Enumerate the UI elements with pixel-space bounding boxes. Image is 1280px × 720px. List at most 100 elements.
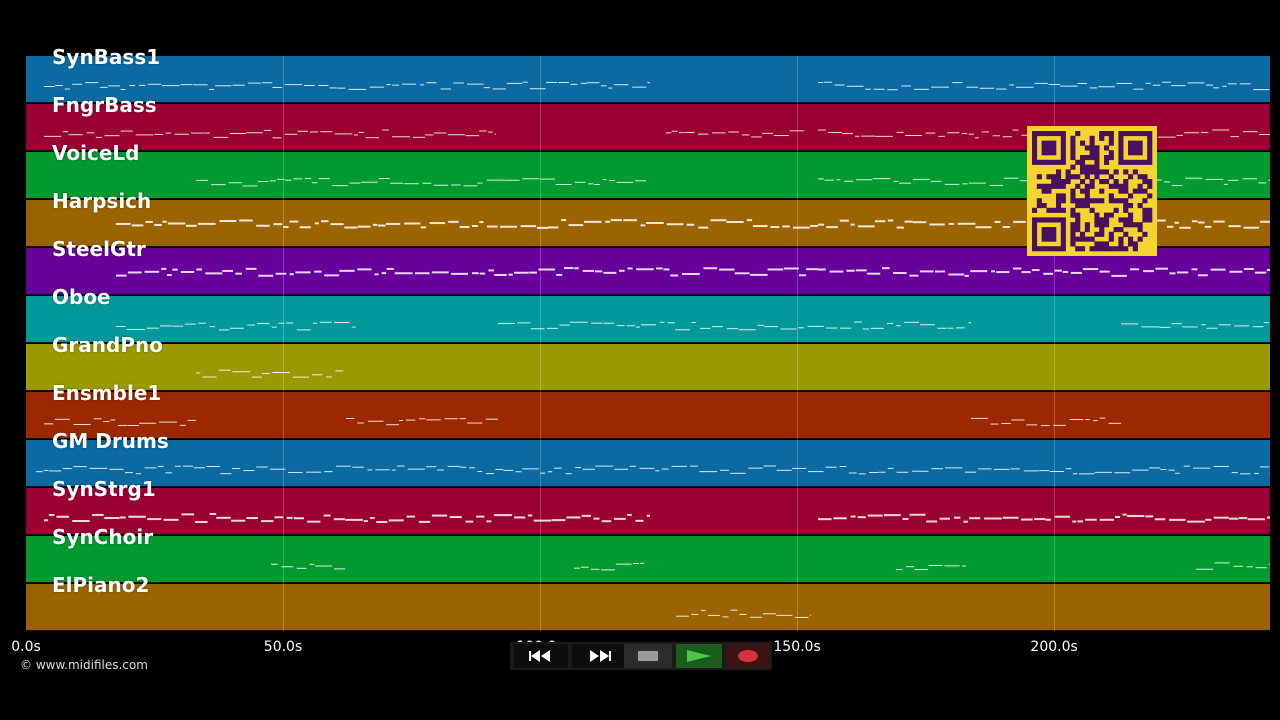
qr-module — [1056, 203, 1062, 209]
qr-module — [1041, 203, 1047, 209]
qr-module — [1060, 145, 1066, 151]
qr-module — [1089, 135, 1095, 141]
qr-module — [1118, 241, 1124, 247]
grid-line — [283, 56, 285, 632]
copyright-text: © www.midifiles.com — [20, 658, 148, 672]
qr-module — [1113, 179, 1119, 185]
qr-module — [1080, 140, 1086, 146]
qr-module — [1132, 131, 1138, 137]
qr-module — [1056, 198, 1062, 204]
qr-module — [1099, 231, 1105, 237]
qr-module — [1041, 217, 1047, 223]
track-lane — [26, 584, 1270, 631]
qr-module — [1132, 145, 1138, 151]
qr-module — [1032, 145, 1038, 151]
qr-module — [1046, 231, 1052, 237]
qr-module — [1147, 193, 1153, 199]
qr-module — [1128, 241, 1134, 247]
qr-module — [1123, 246, 1129, 252]
qr-module — [1032, 246, 1038, 252]
qr-module — [1094, 222, 1100, 228]
qr-module — [1147, 183, 1153, 189]
qr-module — [1099, 131, 1105, 137]
qr-module — [1032, 150, 1038, 156]
qr-module — [1065, 169, 1071, 175]
qr-module — [1041, 159, 1047, 165]
qr-module — [1075, 198, 1081, 204]
qr-module — [1094, 150, 1100, 156]
qr-module — [1113, 246, 1119, 252]
stop-button[interactable] — [624, 644, 672, 668]
qr-module — [1118, 140, 1124, 146]
qr-module — [1036, 174, 1042, 180]
qr-module — [1070, 241, 1076, 247]
qr-module — [1046, 150, 1052, 156]
qr-module — [1041, 188, 1047, 194]
qr-module — [1032, 155, 1038, 161]
qr-module — [1051, 207, 1057, 213]
qr-module — [1089, 145, 1095, 151]
qr-module — [1080, 179, 1086, 185]
qr-module — [1036, 183, 1042, 189]
qr-module — [1060, 236, 1066, 242]
qr-module — [1108, 198, 1114, 204]
qr-module — [1118, 236, 1124, 242]
qr-module — [1132, 241, 1138, 247]
qr-module — [1142, 179, 1148, 185]
grid-line — [797, 56, 799, 632]
qr-module — [1041, 145, 1047, 151]
qr-module — [1084, 145, 1090, 151]
qr-module — [1142, 212, 1148, 218]
qr-module — [1089, 183, 1095, 189]
qr-module — [1128, 236, 1134, 242]
qr-module — [1108, 174, 1114, 180]
qr-module — [1041, 236, 1047, 242]
fast-forward-button[interactable] — [572, 644, 626, 668]
qr-module — [1032, 241, 1038, 247]
qr-module — [1051, 231, 1057, 237]
qr-module — [1142, 131, 1148, 137]
qr-module — [1046, 174, 1052, 180]
qr-module — [1060, 150, 1066, 156]
qr-module — [1108, 135, 1114, 141]
qr-module — [1089, 164, 1095, 170]
qr-module — [1041, 227, 1047, 233]
qr-module — [1108, 155, 1114, 161]
qr-module — [1142, 217, 1148, 223]
fast-forward-icon — [590, 650, 611, 662]
qr-module — [1065, 174, 1071, 180]
qr-module — [1060, 222, 1066, 228]
qr-module — [1104, 241, 1110, 247]
qr-module — [1118, 217, 1124, 223]
stop-icon — [638, 651, 658, 661]
qr-module — [1147, 135, 1153, 141]
qr-module — [1070, 155, 1076, 161]
qr-module — [1118, 131, 1124, 137]
qr-module — [1147, 140, 1153, 146]
qr-module — [1046, 145, 1052, 151]
qr-module — [1075, 236, 1081, 242]
track-lane — [26, 344, 1270, 391]
qr-module — [1147, 179, 1153, 185]
qr-module — [1137, 145, 1143, 151]
qr-module — [1113, 207, 1119, 213]
qr-module — [1046, 246, 1052, 252]
qr-module — [1123, 179, 1129, 185]
qr-module — [1075, 183, 1081, 189]
qr-module — [1080, 236, 1086, 242]
qr-module — [1051, 140, 1057, 146]
qr-module — [1084, 174, 1090, 180]
qr-module — [1056, 217, 1062, 223]
time-tick-label: 0.0s — [11, 639, 41, 655]
time-tick-label: 150.0s — [773, 639, 821, 655]
time-tick-label: 200.0s — [1030, 639, 1078, 655]
note-layer — [36, 81, 1270, 618]
qr-module — [1084, 188, 1090, 194]
record-button[interactable] — [726, 644, 770, 668]
qr-module — [1060, 155, 1066, 161]
qr-module — [1099, 227, 1105, 233]
qr-module — [1137, 159, 1143, 165]
qr-module — [1032, 231, 1038, 237]
play-button[interactable] — [676, 644, 722, 668]
rewind-button[interactable] — [514, 644, 568, 668]
